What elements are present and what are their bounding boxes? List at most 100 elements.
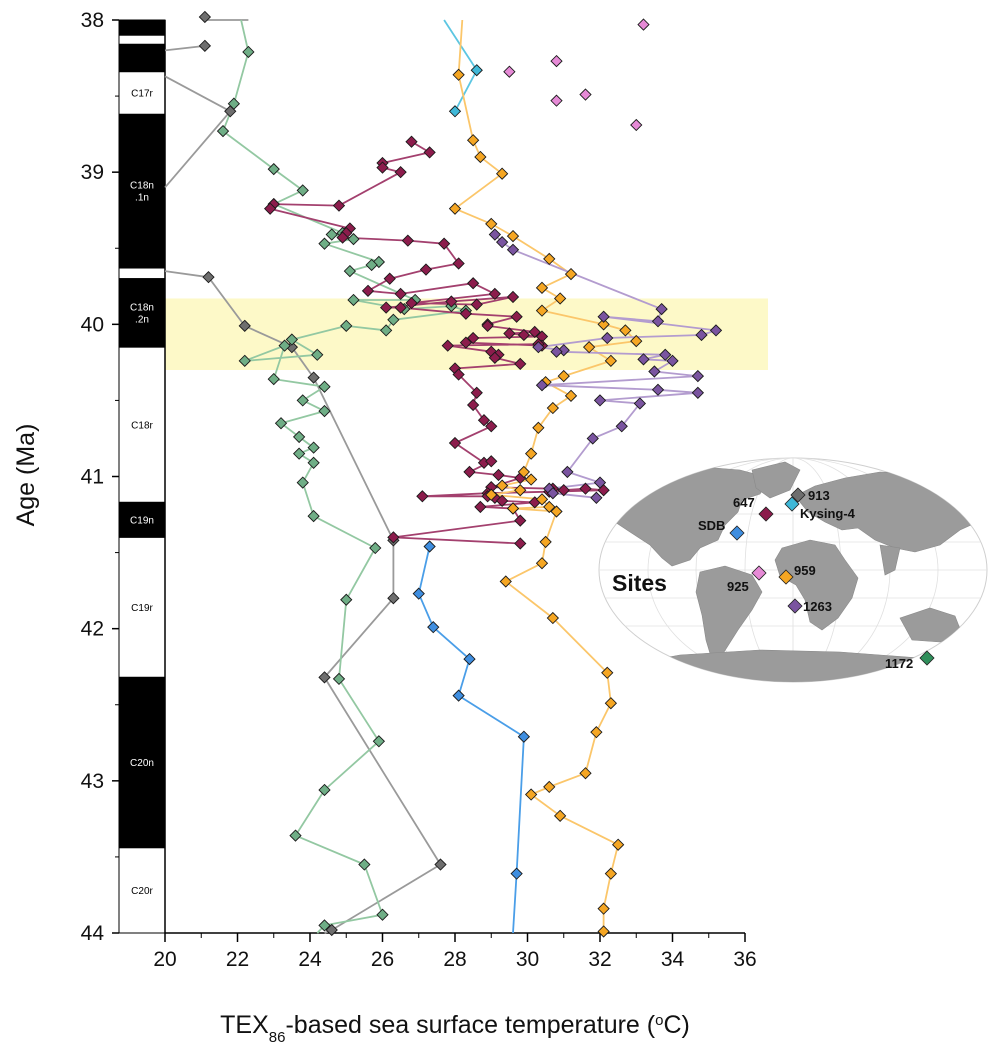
- data-point-1172: [332, 672, 346, 686]
- data-point-913: [198, 39, 212, 53]
- data-point-1172: [296, 476, 309, 489]
- data-point-1263: [648, 365, 661, 378]
- data-point-647: [383, 272, 396, 285]
- data-point-647: [528, 325, 541, 339]
- data-point-1172: [379, 324, 393, 337]
- data-point-913: [202, 271, 215, 284]
- chron-block: [118, 676, 166, 849]
- y-tick-label: 44: [81, 922, 105, 945]
- data-point-959: [546, 401, 560, 415]
- chron-label: C20n: [130, 758, 154, 769]
- chron-block: [118, 267, 166, 280]
- chron-label: C17r: [131, 89, 153, 100]
- data-point-1172: [347, 293, 360, 307]
- data-point-1263: [655, 302, 668, 316]
- x-tick-label: 30: [516, 948, 539, 971]
- data-point-1172: [318, 919, 331, 932]
- data-point-1172: [296, 184, 309, 197]
- data-point-647: [441, 339, 454, 352]
- y-axis: 38 39 40 41 42 43 44: [81, 9, 166, 945]
- x-title-end: C): [663, 1011, 689, 1039]
- data-point-925: [550, 54, 563, 68]
- x-tick-label: 26: [371, 948, 394, 971]
- data-point-647: [452, 368, 465, 381]
- data-point-1172: [318, 404, 331, 418]
- data-point-959: [448, 202, 462, 215]
- south-america-shape: [695, 565, 763, 661]
- data-point-647: [263, 202, 277, 215]
- data-point-647: [405, 135, 418, 148]
- data-point-959: [539, 535, 552, 549]
- data-point-1263: [601, 331, 614, 345]
- data-point-959: [611, 838, 625, 851]
- data-point-959: [535, 281, 549, 294]
- data-point-647: [394, 287, 407, 301]
- data-point-sdb: [452, 689, 465, 702]
- data-point-925: [550, 94, 563, 107]
- x-tick-label: 24: [298, 948, 322, 971]
- data-point-959: [506, 229, 520, 243]
- data-point-647: [459, 307, 473, 320]
- data-point-647: [376, 161, 389, 174]
- data-point-647: [466, 277, 480, 290]
- data-point-1172: [318, 380, 331, 393]
- data-point-1172: [376, 908, 389, 921]
- data-point-647: [332, 199, 346, 212]
- x-tick-label: 20: [153, 948, 176, 971]
- data-point-959: [597, 925, 610, 938]
- data-point-647: [485, 420, 498, 433]
- chron-label: C19r: [131, 603, 153, 614]
- data-point-1172: [365, 258, 378, 272]
- data-point-959: [514, 484, 527, 497]
- data-point-959: [582, 341, 596, 354]
- data-point-1263: [691, 386, 705, 399]
- india-shape: [879, 544, 901, 576]
- data-point-1172: [285, 333, 299, 346]
- series-lines: [164, 19, 717, 934]
- site-label-647: 647: [733, 495, 755, 510]
- data-point-647: [466, 331, 480, 345]
- data-point-647: [510, 310, 523, 323]
- data-point-925: [630, 118, 643, 132]
- data-point-1172: [267, 162, 280, 176]
- data-point-959: [452, 68, 465, 81]
- data-point-sdb: [510, 867, 523, 880]
- data-point-1172: [238, 354, 251, 367]
- x-title-main: TEX: [220, 1011, 269, 1039]
- data-point-sdb: [412, 587, 425, 600]
- site-marker-647: [758, 506, 774, 522]
- data-point-1263: [590, 491, 603, 504]
- data-point-959: [535, 493, 549, 506]
- data-point-647: [361, 284, 375, 297]
- data-point-959: [499, 575, 512, 588]
- data-point-959: [546, 611, 560, 625]
- site-label-1172: 1172: [885, 656, 913, 671]
- data-point-1172: [340, 593, 353, 606]
- data-point-959: [524, 447, 538, 460]
- data-point-647: [579, 482, 592, 495]
- chron-label: C18r: [131, 420, 153, 431]
- data-point-1263: [546, 487, 560, 500]
- data-point-sdb: [517, 730, 531, 743]
- data-point-913: [387, 592, 400, 605]
- chron-label: C20r: [131, 886, 153, 897]
- data-point-647: [488, 351, 502, 364]
- x-tick-label: 34: [661, 948, 685, 971]
- x-tick-label: 22: [226, 948, 249, 971]
- data-point-959: [597, 902, 610, 915]
- data-point-959: [535, 557, 549, 570]
- data-point-1263: [651, 315, 665, 328]
- data-point-647: [452, 257, 465, 270]
- site-marker-1263: [787, 598, 803, 614]
- data-point-kysing-4: [448, 105, 462, 118]
- y-tick-label: 42: [81, 618, 104, 641]
- data-point-1172: [347, 232, 360, 246]
- data-point-913: [198, 10, 212, 24]
- data-point-959: [506, 502, 520, 515]
- data-point-959: [604, 867, 618, 880]
- data-point-1263: [593, 394, 607, 407]
- data-point-925: [579, 88, 592, 101]
- data-point-959: [543, 500, 556, 514]
- site-label-kysing-4: Kysing-4: [800, 506, 856, 521]
